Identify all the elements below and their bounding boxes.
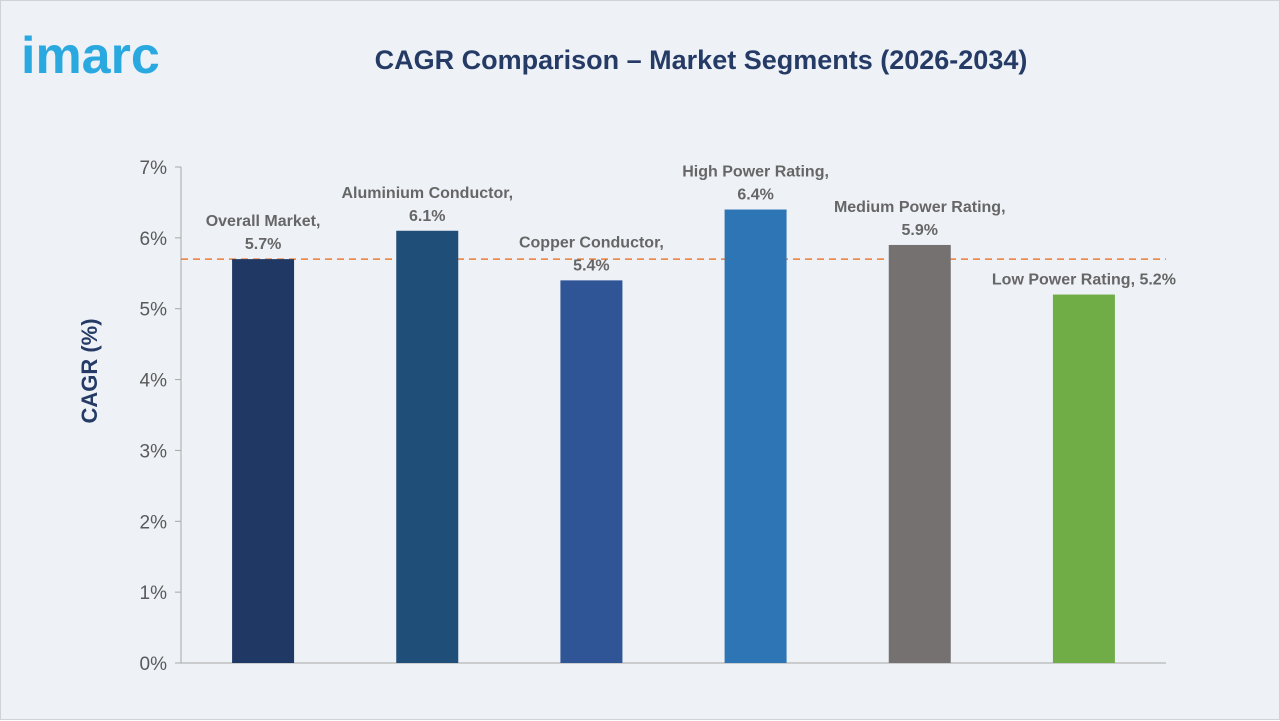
- data-label: 6.1%: [409, 208, 445, 225]
- data-label: Aluminium Conductor,: [341, 185, 513, 202]
- chart-title: CAGR Comparison – Market Segments (2026-…: [374, 45, 1028, 75]
- data-label: 5.4%: [573, 257, 609, 274]
- bar: [396, 230, 459, 663]
- data-label: 5.9%: [902, 222, 938, 239]
- y-tick-label: 5%: [140, 300, 168, 321]
- axes: 0% 1% 2% 3% 4% 5% 6% 7%: [140, 158, 1166, 675]
- y-tick-label: 2%: [140, 512, 168, 533]
- y-tick-label: 4%: [140, 371, 168, 392]
- bar: [724, 209, 787, 663]
- bar: [888, 244, 951, 663]
- imarc-logo: imarc: [21, 27, 160, 81]
- bars: [232, 209, 1115, 663]
- data-label: Copper Conductor,: [519, 234, 664, 251]
- data-label: 6.4%: [737, 187, 773, 204]
- logo-text: imarc: [21, 27, 160, 81]
- bar: [560, 280, 623, 663]
- bar: [1052, 294, 1115, 663]
- data-label: Overall Market,: [206, 213, 321, 230]
- y-tick-label: 7%: [140, 158, 168, 179]
- y-tick-label: 0%: [140, 654, 168, 675]
- y-tick-label: 6%: [140, 229, 168, 250]
- data-label: High Power Rating,: [682, 164, 829, 181]
- y-axis-label: CAGR (%): [77, 318, 102, 423]
- y-tick-label: 1%: [140, 583, 168, 604]
- data-label: Low Power Rating, 5.2%: [992, 272, 1176, 289]
- data-labels: Overall Market, 5.7% Aluminium Conductor, 6…: [206, 164, 1176, 289]
- y-tick-label: 3%: [140, 441, 168, 462]
- bar: [232, 259, 295, 663]
- data-label: Medium Power Rating,: [834, 199, 1006, 216]
- data-label: 5.7%: [245, 236, 281, 253]
